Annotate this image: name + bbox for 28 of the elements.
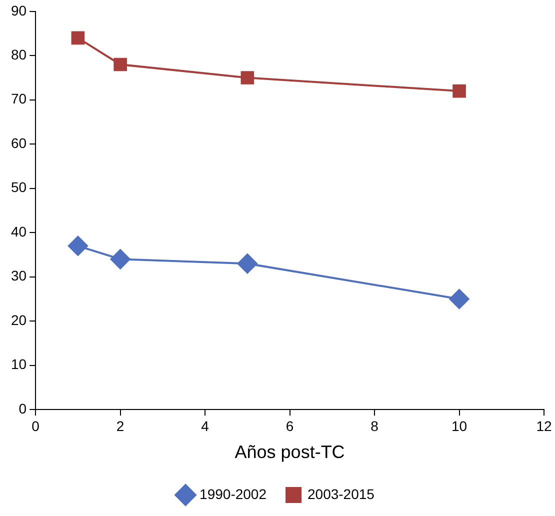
- y-tick-label: 90: [10, 2, 27, 18]
- y-tick-label: 40: [10, 223, 27, 240]
- y-tick-label: 70: [10, 90, 27, 107]
- x-tick-label: 12: [536, 418, 552, 434]
- x-tick-label: 10: [451, 418, 468, 434]
- legend-label: 2003-2015: [308, 486, 375, 502]
- point: [237, 254, 258, 274]
- point: [449, 288, 470, 309]
- x-tick-label: 0: [32, 418, 40, 434]
- y-tick-label: 0: [18, 400, 27, 416]
- point: [110, 249, 130, 270]
- y-tick-label: 20: [10, 312, 27, 328]
- x-tick-label: 8: [370, 418, 379, 434]
- y-tick-label: 80: [10, 46, 27, 63]
- x-tick-label: 6: [286, 418, 294, 434]
- point: [71, 31, 85, 45]
- y-tick-label: 50: [10, 179, 27, 196]
- point: [452, 84, 466, 98]
- legend-label: 1990-2002: [200, 486, 267, 502]
- point: [240, 71, 254, 84]
- y-tick-label: 60: [10, 134, 27, 151]
- point: [114, 58, 127, 72]
- x-tick-label: 4: [201, 418, 210, 434]
- point: [68, 236, 88, 256]
- x-axis-title: Años post-TC: [234, 442, 345, 462]
- y-tick-label: 30: [10, 268, 27, 284]
- x-tick-label: 2: [116, 418, 124, 434]
- y-tick-label: 10: [10, 356, 27, 372]
